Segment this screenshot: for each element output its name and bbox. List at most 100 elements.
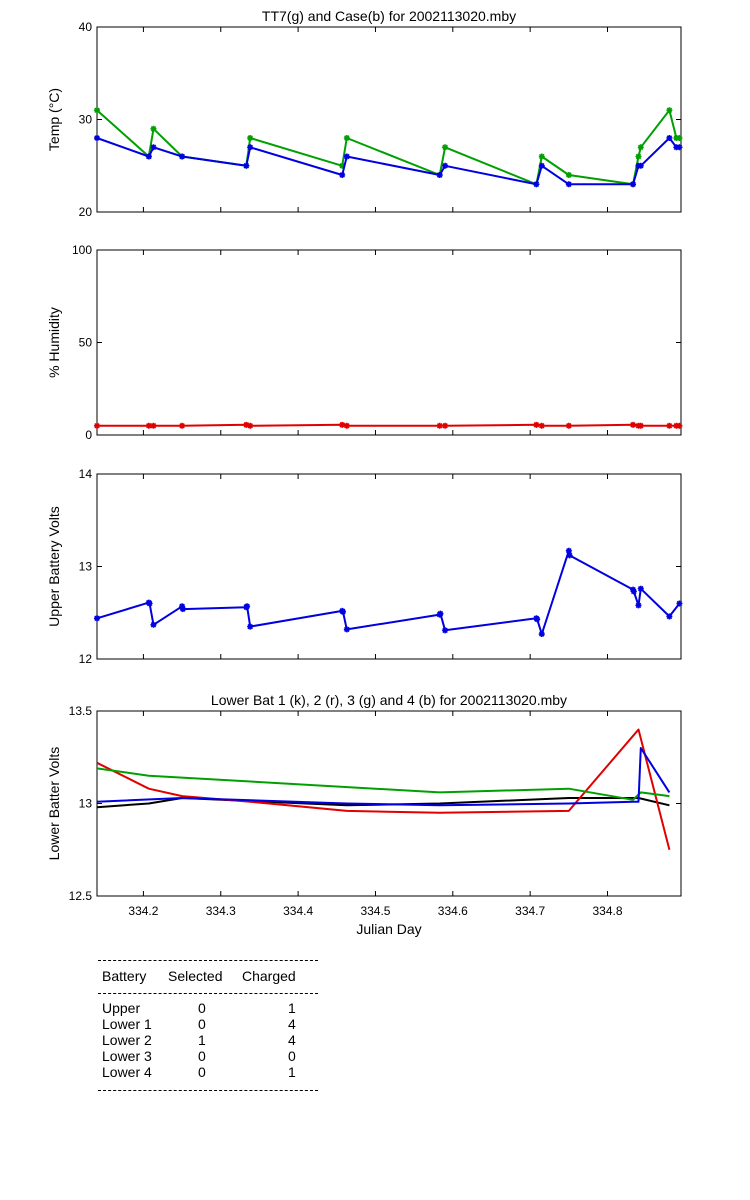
battery-name: Lower 4 (102, 1064, 152, 1080)
data-point (565, 422, 572, 429)
battery-name: Lower 3 (102, 1048, 152, 1064)
data-point (247, 422, 254, 429)
plot-frame (96, 473, 682, 660)
plot-frame (96, 249, 682, 436)
series-line-2 (96, 728, 671, 851)
data-point (437, 610, 444, 617)
y-tick-label: 50 (79, 336, 93, 350)
battery-name: Lower 2 (102, 1032, 152, 1048)
data-point (637, 144, 644, 151)
series-line-2 (96, 137, 680, 186)
data-point (442, 627, 449, 634)
data-point (673, 144, 680, 151)
data-point (343, 626, 350, 633)
data-point (630, 588, 637, 595)
data-point (635, 153, 642, 160)
data-point (666, 107, 673, 114)
battery-selected: 0 (198, 1000, 206, 1016)
x-tick-label: 334.5 (360, 904, 390, 918)
table-row: Lower 4 0 1 (98, 1064, 318, 1080)
data-point (666, 422, 673, 429)
data-point (673, 135, 680, 141)
data-point (565, 181, 572, 188)
x-tick-label: 334.8 (593, 904, 623, 918)
data-point (339, 608, 346, 615)
y-tick-label: 40 (79, 20, 93, 34)
x-tick-label: 334.3 (206, 904, 236, 918)
data-point (179, 606, 186, 613)
data-point (343, 153, 350, 160)
series-line-1 (96, 109, 680, 186)
battery-selected: 0 (198, 1016, 206, 1032)
data-point (566, 552, 573, 559)
y-tick-label: 14 (79, 467, 93, 481)
x-axis-label: Julian Day (356, 921, 421, 937)
data-point (676, 144, 683, 151)
data-point (676, 135, 683, 141)
data-point (565, 172, 572, 178)
y-axis-label: Upper Battery Volts (46, 506, 62, 627)
data-point (538, 162, 545, 169)
table-row: Lower 3 0 0 (98, 1048, 318, 1064)
chart-title: Lower Bat 1 (k), 2 (r), 3 (g) and 4 (b) … (211, 692, 567, 708)
data-point (630, 181, 637, 188)
data-point (150, 125, 157, 132)
series-line-3 (96, 767, 670, 801)
data-point (630, 421, 637, 428)
y-tick-label: 30 (79, 113, 93, 127)
y-tick-label: 0 (85, 428, 92, 442)
x-tick-label: 334.4 (283, 904, 313, 918)
data-point (442, 144, 449, 151)
chart-title: TT7(g) and Case(b) for 2002113020.mby (262, 8, 516, 24)
table-row: Upper 0 1 (98, 1000, 318, 1016)
battery-table: Battery Selected Charged Upper 0 1 Lower… (98, 960, 318, 1091)
battery-charged: 1 (288, 1000, 296, 1016)
data-point (150, 144, 157, 151)
data-point (666, 613, 673, 620)
battery-charged: 1 (288, 1064, 296, 1080)
y-axis-label: % Humidity (46, 307, 62, 378)
data-point (666, 135, 673, 141)
data-point (533, 181, 540, 188)
data-point (538, 153, 545, 160)
data-point (94, 615, 100, 622)
data-point (673, 422, 680, 429)
data-point (635, 602, 642, 609)
data-point (442, 422, 449, 429)
data-point (179, 153, 186, 160)
data-point (94, 107, 100, 114)
battery-charged: 4 (288, 1016, 296, 1032)
data-point (676, 422, 683, 429)
data-point (538, 631, 545, 638)
data-point (637, 422, 644, 429)
battery-charged: 0 (288, 1048, 296, 1064)
y-tick-label: 13 (79, 560, 93, 574)
x-tick-label: 334.6 (438, 904, 468, 918)
x-tick-label: 334.7 (515, 904, 545, 918)
header-battery: Battery (102, 968, 147, 984)
data-point (436, 172, 443, 178)
data-point (150, 621, 157, 628)
table-divider-bottom (98, 1090, 318, 1091)
data-point (94, 135, 100, 141)
data-point (247, 135, 254, 141)
data-point (676, 600, 683, 607)
data-point (637, 585, 644, 592)
table-header-row: Battery Selected Charged (98, 968, 318, 984)
data-point (179, 422, 186, 429)
battery-selected: 0 (198, 1048, 206, 1064)
y-axis-label: Temp (°C) (46, 88, 62, 151)
data-point (343, 422, 350, 429)
data-point (442, 162, 449, 169)
data-point (565, 547, 572, 554)
series-line-1 (96, 549, 681, 635)
y-tick-label: 20 (79, 205, 93, 219)
table-divider-mid (98, 993, 318, 994)
data-point (533, 421, 540, 428)
data-point (145, 422, 152, 429)
data-point (243, 421, 250, 428)
header-charged: Charged (242, 968, 296, 984)
x-tick-label: 334.2 (128, 904, 158, 918)
data-point (343, 135, 350, 141)
data-point (339, 421, 346, 428)
